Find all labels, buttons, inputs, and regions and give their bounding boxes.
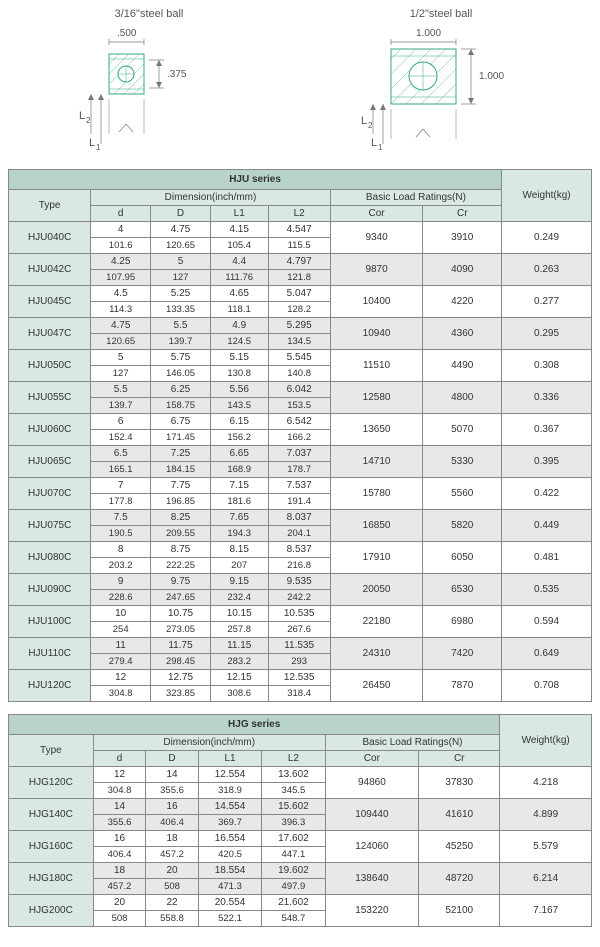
svg-text:.375: .375 (167, 69, 187, 80)
hjg-dimension-header: Dimension(inch/mm) (93, 735, 325, 751)
bearing-cross-section-right: 1.000 1.000 L2 L1 (361, 24, 521, 154)
type-cell: HJG180C (9, 863, 94, 895)
type-cell: HJU100C (9, 606, 91, 638)
svg-text:L: L (371, 137, 377, 149)
table-row: HJG120C 121412.55413.602 94860378304.218 (9, 767, 592, 783)
hju-type-header: Type (9, 190, 91, 222)
table-row: HJU110C 1111.7511.1511.535 2431074200.64… (9, 638, 592, 654)
table-row: HJU055C 5.56.255.566.042 1258048000.336 (9, 382, 592, 398)
svg-text:L: L (79, 110, 85, 122)
hjg-table: HJG seriesWeight(kg) TypeDimension(inch/… (8, 714, 592, 927)
type-cell: HJU045C (9, 286, 91, 318)
type-cell: HJU047C (9, 318, 91, 350)
hju-title: HJU series (9, 170, 502, 190)
svg-text:1: 1 (96, 143, 101, 152)
hjg-title: HJG series (9, 715, 500, 735)
type-cell: HJU110C (9, 638, 91, 670)
type-cell: HJU120C (9, 670, 91, 702)
type-cell: HJU065C (9, 446, 91, 478)
diagram-left: 3/16"steel ball .500 .375 L2 L1 (79, 8, 219, 154)
type-cell: HJU050C (9, 350, 91, 382)
svg-text:2: 2 (368, 121, 373, 130)
table-row: HJU100C 1010.7510.1510.535 2218069800.59… (9, 606, 592, 622)
hju-weight-header: Weight(kg) (502, 170, 592, 222)
hjg-weight-header: Weight(kg) (500, 715, 592, 767)
svg-text:.500: .500 (117, 28, 137, 39)
svg-text:1.000: 1.000 (479, 71, 504, 82)
diagrams-section: 3/16"steel ball .500 .375 L2 L1 (8, 8, 592, 154)
svg-text:1.000: 1.000 (416, 28, 441, 39)
table-row: HJG180C 182018.55419.602 138640487206.21… (9, 863, 592, 879)
type-cell: HJU042C (9, 254, 91, 286)
table-row: HJU040C 44.754.154.547 934039100.249 (9, 222, 592, 238)
svg-text:L: L (89, 137, 95, 149)
diagram-left-label: 3/16"steel ball (79, 8, 219, 20)
type-cell: HJG200C (9, 895, 94, 927)
table-row: HJU075C 7.58.257.658.037 1685058200.449 (9, 510, 592, 526)
hju-dimension-header: Dimension(inch/mm) (91, 190, 330, 206)
type-cell: HJU080C (9, 542, 91, 574)
type-cell: HJU060C (9, 414, 91, 446)
type-cell: HJG120C (9, 767, 94, 799)
type-cell: HJU075C (9, 510, 91, 542)
svg-text:2: 2 (86, 116, 91, 125)
table-row: HJU045C 4.55.254.655.047 1040042200.277 (9, 286, 592, 302)
hjg-load-header: Basic Load Ratings(N) (325, 735, 500, 751)
type-cell: HJG160C (9, 831, 94, 863)
hju-table: HJU seriesWeight(kg) TypeDimension(inch/… (8, 169, 592, 702)
bearing-cross-section-left: .500 .375 L2 L1 (79, 24, 219, 154)
table-row: HJG140C 141614.55415.602 109440416104.89… (9, 799, 592, 815)
table-row: HJU065C 6.57.256.657.037 1471053300.395 (9, 446, 592, 462)
hjg-type-header: Type (9, 735, 94, 767)
type-cell: HJU070C (9, 478, 91, 510)
table-row: HJU090C 99.759.159.535 2005065300.535 (9, 574, 592, 590)
table-row: HJU060C 66.756.156.542 1365050700.367 (9, 414, 592, 430)
type-cell: HJU090C (9, 574, 91, 606)
table-row: HJG200C 202220.55421.602 153220521007.16… (9, 895, 592, 911)
table-row: HJU042C 4.2554.44.797 987040900.263 (9, 254, 592, 270)
table-row: HJU047C 4.755.54.95.295 1094043600.295 (9, 318, 592, 334)
type-cell: HJU055C (9, 382, 91, 414)
svg-text:1: 1 (378, 143, 383, 152)
table-row: HJU050C 55.755.155.545 1151044900.308 (9, 350, 592, 366)
table-row: HJG160C 161816.55417.602 124060452505.57… (9, 831, 592, 847)
svg-text:L: L (361, 115, 367, 127)
type-cell: HJU040C (9, 222, 91, 254)
table-row: HJU120C 1212.7512.1512.535 2645078700.70… (9, 670, 592, 686)
diagram-right: 1/2"steel ball 1.000 1.000 L2 L1 (361, 8, 521, 154)
diagram-right-label: 1/2"steel ball (361, 8, 521, 20)
table-row: HJU070C 77.757.157.537 1578055600.422 (9, 478, 592, 494)
type-cell: HJG140C (9, 799, 94, 831)
table-row: HJU080C 88.758.158.537 1791060500.481 (9, 542, 592, 558)
hju-load-header: Basic Load Ratings(N) (330, 190, 501, 206)
